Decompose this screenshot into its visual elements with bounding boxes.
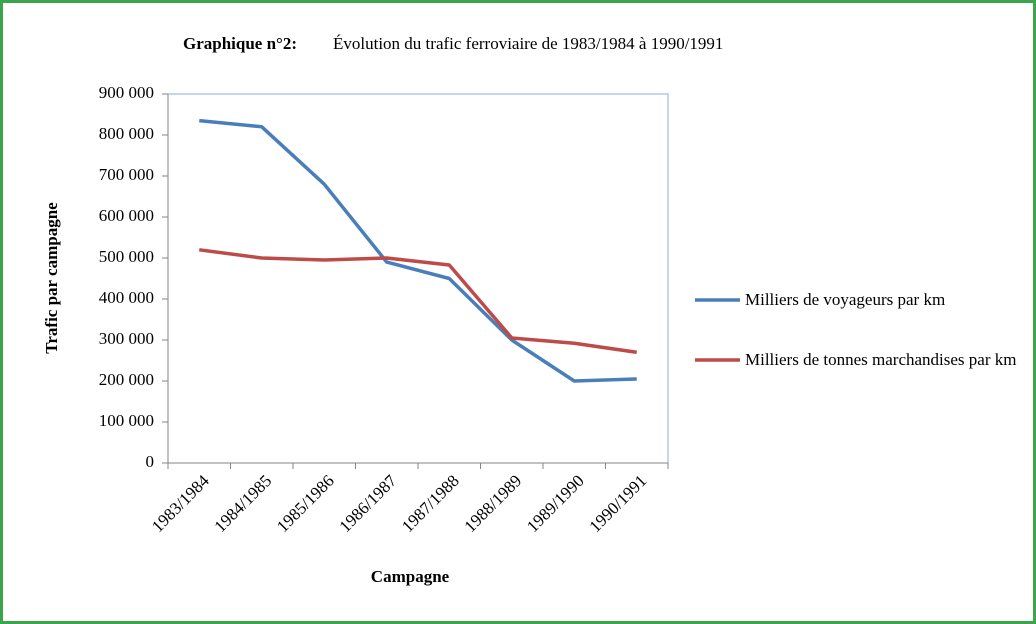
chart-title-lead: Graphique n°2: — [183, 34, 297, 53]
y-axis-title: Trafic par campagne — [42, 202, 61, 354]
series-line — [199, 118, 637, 383]
y-tick-label: 400 000 — [99, 288, 154, 307]
y-tick-label: 100 000 — [99, 411, 154, 430]
series-line — [199, 248, 637, 355]
legend-label: Milliers de tonnes marchandises par km — [745, 350, 1017, 369]
x-tick-label: 1989/1990 — [523, 471, 588, 536]
y-tick-label: 600 000 — [99, 206, 154, 225]
x-tick-label: 1990/1991 — [585, 471, 650, 536]
legend-label: Milliers de voyageurs par km — [745, 290, 946, 309]
chart-title: Évolution du trafic ferroviaire de 1983/… — [333, 34, 723, 53]
chart: Graphique n°2: Évolution du trafic ferro… — [42, 34, 740, 586]
x-tick-label: 1985/1986 — [273, 471, 338, 536]
x-tick-label: 1988/1989 — [460, 471, 525, 536]
x-tick-label: 1983/1984 — [148, 471, 213, 536]
x-tick-label: 1986/1987 — [335, 471, 400, 536]
x-axis-title: Campagne — [371, 567, 450, 586]
y-tick-label: 800 000 — [99, 124, 154, 143]
y-tick-label: 700 000 — [99, 165, 154, 184]
plot-area — [167, 93, 669, 464]
y-tick-label: 0 — [146, 452, 155, 471]
y-tick-label: 200 000 — [99, 370, 154, 389]
y-tick-label: 500 000 — [99, 247, 154, 266]
x-tick-label: 1987/1988 — [398, 471, 463, 536]
y-tick-label: 300 000 — [99, 329, 154, 348]
y-tick-label: 900 000 — [99, 83, 154, 102]
x-tick-label: 1984/1985 — [210, 471, 275, 536]
